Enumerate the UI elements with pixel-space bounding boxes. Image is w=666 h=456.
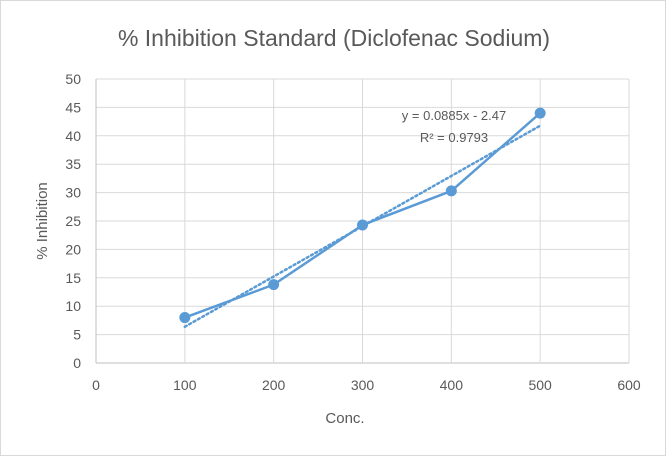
- y-tick-label: 10: [65, 298, 81, 314]
- y-tick-labels: 0 5 10 15 20 25 30 35 40 45 50: [65, 71, 81, 371]
- data-point: [268, 279, 280, 291]
- y-tick-label: 45: [65, 99, 81, 115]
- x-tick-label: 400: [440, 377, 464, 393]
- trendline-equation: y = 0.0885x - 2.47: [402, 108, 506, 123]
- data-point: [445, 185, 457, 197]
- y-tick-label: 50: [65, 71, 81, 87]
- data-point: [179, 312, 191, 324]
- y-tick-label: 30: [65, 185, 81, 201]
- y-tick-label: 20: [65, 241, 81, 257]
- y-tick-label: 40: [65, 128, 81, 144]
- y-tick-label: 35: [65, 156, 81, 172]
- x-tick-label: 100: [173, 377, 197, 393]
- series-group: [179, 107, 546, 324]
- x-tick-label: 300: [351, 377, 375, 393]
- data-point: [357, 219, 368, 231]
- chart-title: % Inhibition Standard (Diclofenac Sodium…: [118, 25, 550, 51]
- y-tick-label: 15: [65, 270, 81, 286]
- x-tick-label: 0: [92, 377, 100, 393]
- x-axis-label: Conc.: [325, 410, 364, 427]
- trendline-r2: R² = 0.9793: [420, 130, 488, 145]
- y-axis-label: % Inhibition: [34, 182, 51, 260]
- x-tick-label: 200: [262, 377, 286, 393]
- y-tick-label: 0: [73, 355, 81, 371]
- y-tick-label: 5: [73, 327, 81, 343]
- x-tick-label: 500: [528, 377, 552, 393]
- data-point: [534, 107, 546, 119]
- x-tick-label: 600: [617, 377, 641, 393]
- y-tick-label: 25: [65, 213, 81, 229]
- x-tick-labels: 0 100 200 300 400 500 600: [92, 377, 641, 393]
